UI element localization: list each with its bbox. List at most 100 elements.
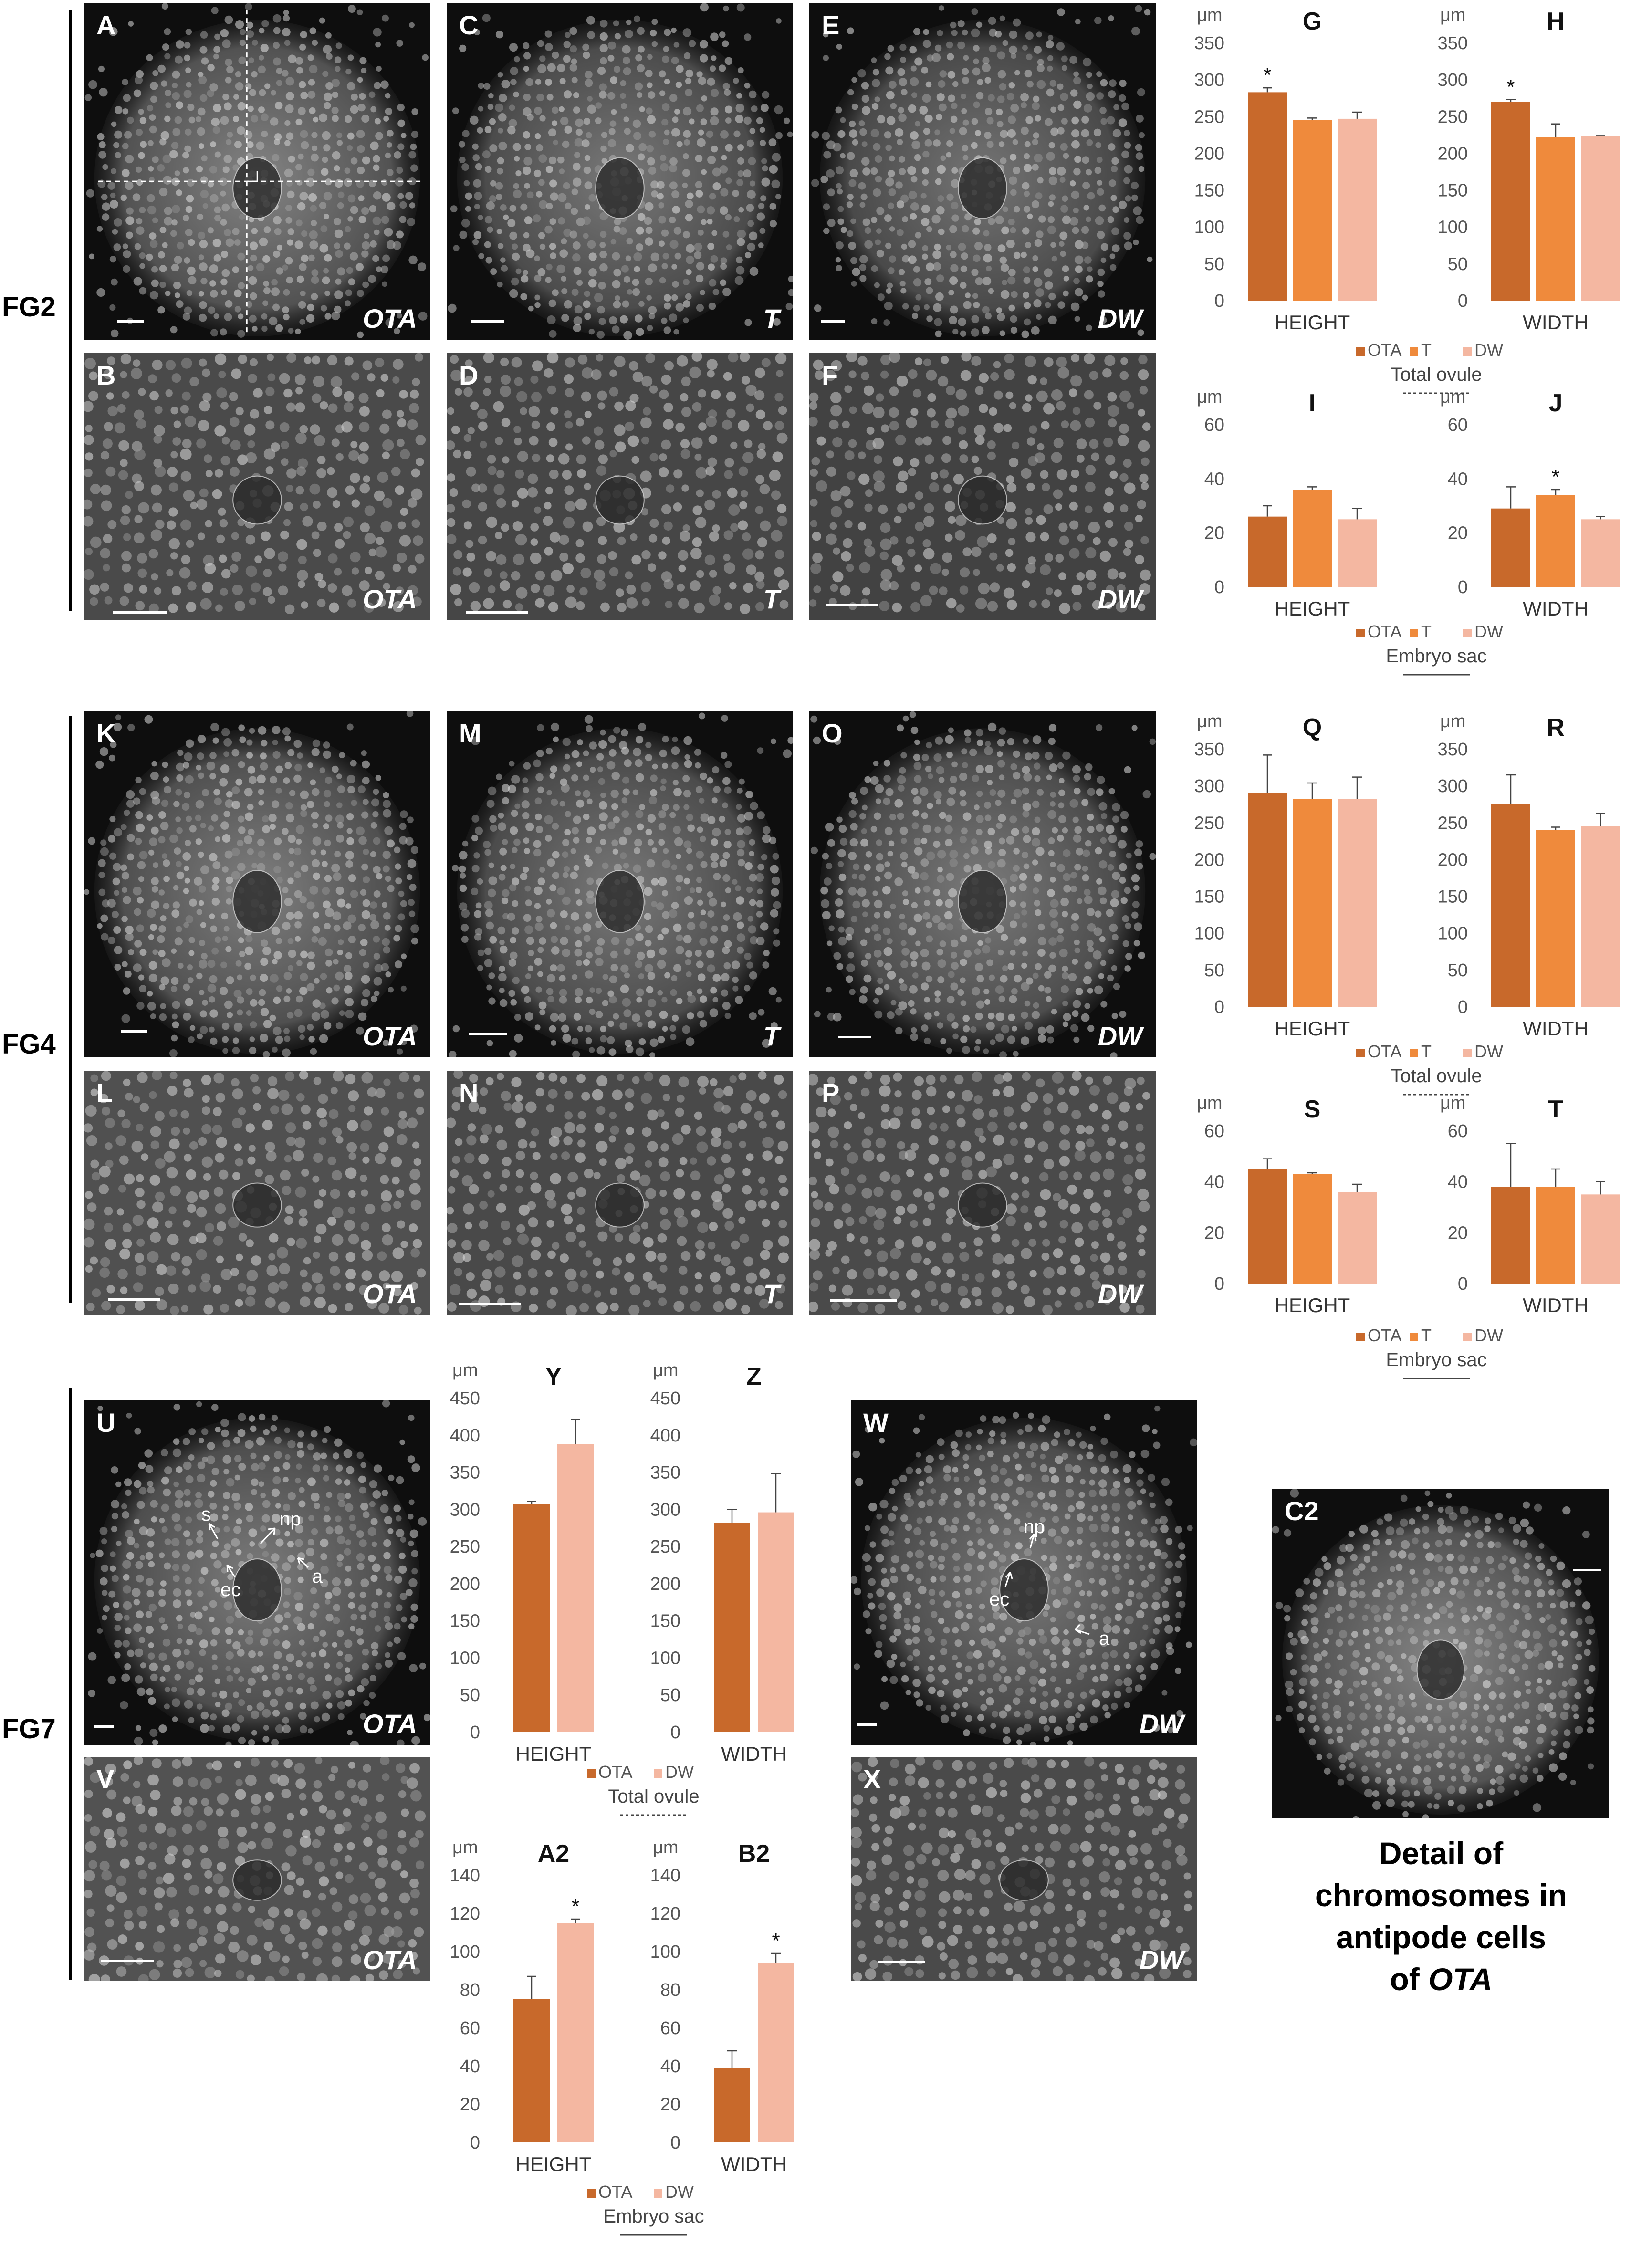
legend-swatch-dw xyxy=(654,1769,662,1778)
category-label: WIDTH xyxy=(721,2153,787,2175)
legend-swatch-ota xyxy=(587,1769,596,1778)
y-tick-label: 50 xyxy=(1448,254,1468,274)
y-tick-label: 140 xyxy=(450,1866,480,1886)
y-tick-label: 0 xyxy=(670,2133,680,2153)
scale-bar xyxy=(459,1303,521,1305)
y-tick-label: 0 xyxy=(1214,291,1224,311)
y-tick-label: 0 xyxy=(470,2133,480,2153)
significance-star: * xyxy=(1263,63,1271,87)
caption-line-4: of OTA xyxy=(1260,1958,1622,2000)
y-tick-label: 60 xyxy=(660,2018,680,2038)
micrograph-texture xyxy=(447,353,793,620)
panel-label: N xyxy=(459,1078,479,1108)
y-tick-label: 350 xyxy=(450,1463,480,1483)
bar-chart-i: Iμm 0 20 40 60 HEIGHT xyxy=(1197,387,1377,620)
y-tick-label: 100 xyxy=(1194,924,1224,944)
chart-unit: μm xyxy=(452,1837,478,1858)
bar-chart-z: Zμm 0 50 100 150 200 250 300 350 400 450 WIDTH xyxy=(650,1360,794,1765)
legend-swatch-t xyxy=(1410,347,1418,356)
significance-star: * xyxy=(571,1895,579,1918)
chart-title: Z xyxy=(746,1363,762,1390)
error-bar xyxy=(1596,812,1605,826)
legend-group-label: Total ovule xyxy=(1391,364,1482,385)
y-tick-label: 250 xyxy=(1194,813,1224,833)
y-tick-label: 200 xyxy=(1194,144,1224,164)
legend-swatch-dw xyxy=(1463,1049,1472,1057)
micrograph-texture xyxy=(851,1757,1197,1981)
panel-label: O xyxy=(822,718,843,748)
y-tick-label: 50 xyxy=(1204,960,1224,981)
y-tick-label: 200 xyxy=(1194,850,1224,870)
error-bar xyxy=(1307,486,1317,490)
legend-swatch-ota xyxy=(1356,347,1365,356)
y-tick-label: 150 xyxy=(650,1611,680,1631)
annotation-s: s xyxy=(201,1504,211,1525)
error-bar xyxy=(571,1419,580,1444)
annotation-ec: ec xyxy=(989,1589,1009,1610)
scale-bar xyxy=(117,320,144,323)
error-bar xyxy=(1551,826,1560,830)
y-tick-label: 0 xyxy=(1458,997,1468,1017)
bar-dw xyxy=(758,1963,794,2142)
panel-label: P xyxy=(822,1078,840,1108)
scale-bar xyxy=(878,1961,925,1963)
bar-ota xyxy=(1248,92,1287,301)
bar-dw xyxy=(1338,519,1377,587)
y-tick-label: 150 xyxy=(1438,181,1468,201)
legend-total-ovule-fg7: OTA DW Total ovule xyxy=(587,1762,700,1816)
legend-swatch-ota xyxy=(1356,1049,1365,1057)
bar-ota xyxy=(1491,804,1530,1007)
micrograph-panel-c: C T xyxy=(447,3,793,340)
y-tick-label: 60 xyxy=(460,2018,480,2038)
y-tick-label: 450 xyxy=(650,1388,680,1409)
y-tick-label: 400 xyxy=(650,1426,680,1446)
bar-t xyxy=(1536,495,1575,587)
genotype-label: T xyxy=(763,303,780,334)
legend-embryo-sac-fg2: OTA T DW Embryo sac xyxy=(1356,622,1503,676)
genotype-label: OTA xyxy=(362,303,417,334)
error-bar xyxy=(1263,87,1272,93)
y-tick-label: 250 xyxy=(650,1537,680,1557)
legend-entry: DW xyxy=(1474,622,1503,641)
genotype-label: OTA xyxy=(362,1279,417,1309)
micrograph-panel-v: V OTA xyxy=(84,1757,430,1981)
y-tick-label: 40 xyxy=(1204,469,1224,489)
panel-label: V xyxy=(96,1764,115,1794)
bar-ota xyxy=(714,1523,750,1732)
y-tick-label: 40 xyxy=(460,2057,480,2077)
bar-dw xyxy=(557,1444,594,1732)
micrograph-panel-d: D T xyxy=(447,353,793,620)
panel-label: A xyxy=(96,10,116,40)
scale-bar xyxy=(830,1299,897,1302)
y-tick-label: 50 xyxy=(460,1685,480,1705)
y-tick-label: 350 xyxy=(1438,33,1468,53)
error-bar xyxy=(771,1473,781,1513)
micrograph-panel-b: B OTA xyxy=(84,353,430,620)
chart-title: G xyxy=(1303,8,1322,35)
micrograph-texture xyxy=(447,3,793,340)
error-bar xyxy=(1307,1172,1317,1174)
panel-label: D xyxy=(459,360,479,390)
y-tick-label: 300 xyxy=(650,1500,680,1520)
micrograph-texture xyxy=(84,3,430,340)
legend-entry: OTA xyxy=(1368,622,1401,641)
y-tick-label: 250 xyxy=(1438,107,1468,127)
bar-dw xyxy=(1338,1192,1377,1284)
bar-dw xyxy=(1581,519,1620,587)
y-tick-label: 250 xyxy=(450,1537,480,1557)
panel-label: C2 xyxy=(1285,1496,1319,1526)
y-tick-label: 0 xyxy=(1214,997,1224,1017)
micrograph-texture xyxy=(84,711,430,1057)
error-bar xyxy=(1506,1143,1516,1187)
micrograph-panel-l: L OTA xyxy=(84,1071,430,1315)
bar-dw xyxy=(1581,136,1620,301)
genotype-label: DW xyxy=(1098,303,1142,334)
chart-unit: μm xyxy=(1440,5,1466,25)
legend-swatch-dw xyxy=(1463,629,1472,637)
y-tick-label: 300 xyxy=(1194,776,1224,796)
bar-dw xyxy=(1338,799,1377,1007)
arrow-overlay: np ec a xyxy=(989,1516,1110,1649)
group-label-fg7: FG7 xyxy=(2,1713,56,1744)
y-tick-label: 60 xyxy=(1204,1121,1224,1141)
y-tick-label: 300 xyxy=(1438,70,1468,90)
